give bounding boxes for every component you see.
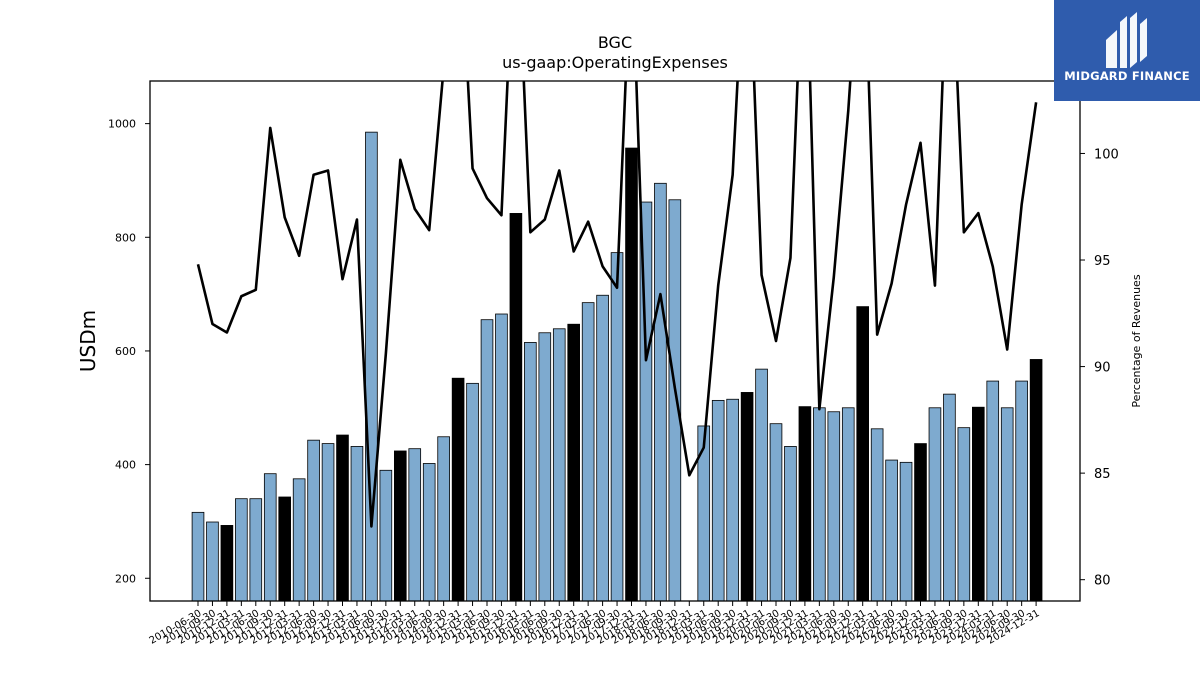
y2-tick-label-90: 90 — [1094, 361, 1111, 376]
y-tick-label-1000: 1000 — [108, 118, 136, 131]
y2-tick-label-80: 80 — [1094, 574, 1111, 589]
bar-2015-12-31 — [509, 213, 523, 601]
bar-2022-09-30 — [899, 461, 913, 601]
bar-2010-06-30 — [191, 511, 205, 601]
bar-2011-09-30 — [263, 473, 277, 601]
bar-2024-06-30 — [1000, 407, 1014, 601]
chart-title-metric: us-gaap:OperatingExpenses — [502, 53, 728, 72]
bar-2023-09-30 — [957, 427, 971, 601]
bar-2021-12-31 — [856, 306, 869, 601]
bar-2019-12-31 — [740, 392, 754, 601]
bar-2013-06-30 — [365, 131, 378, 601]
bar-2021-09-30 — [841, 407, 855, 601]
bar-2010-09-30 — [206, 521, 219, 601]
bar-2011-06-30 — [249, 498, 263, 601]
bar-2023-12-31 — [972, 406, 985, 601]
bar-2024-03-31 — [986, 380, 1000, 601]
bar-2012-12-31 — [336, 434, 349, 601]
bar-2010-12-31 — [220, 525, 234, 601]
bar-2024-09-30 — [1015, 380, 1028, 601]
y2-axis-label: Percentage of Revenues — [1130, 274, 1143, 407]
bar-2022-12-31 — [914, 443, 927, 601]
bar-2020-12-31 — [798, 406, 812, 601]
bar-2020-03-31 — [755, 368, 768, 601]
bar-2015-03-31 — [466, 382, 479, 601]
y-tick-label-800: 800 — [115, 231, 136, 244]
bar-2016-06-30 — [538, 332, 552, 601]
bar-2014-09-30 — [437, 436, 450, 601]
y2-tick-label-85: 85 — [1094, 467, 1111, 482]
y2-tick-label-95: 95 — [1094, 254, 1111, 269]
bar-2012-03-31 — [292, 478, 306, 601]
bar-2015-09-30 — [495, 313, 508, 601]
bar-2017-03-31 — [581, 302, 595, 601]
plot-frame — [149, 80, 1081, 602]
bar-2014-06-30 — [422, 463, 436, 601]
pct-revenue-line — [196, 81, 1038, 528]
bar-2019-06-30 — [711, 399, 725, 601]
bar-2014-03-31 — [408, 448, 422, 601]
y2-tick-label-100: 100 — [1094, 147, 1119, 162]
bar-2018-06-30 — [654, 182, 667, 601]
bar-2016-09-30 — [552, 328, 566, 601]
bar-2016-12-31 — [567, 323, 580, 601]
bar-2017-12-31 — [625, 147, 638, 601]
bar-2014-12-31 — [451, 377, 465, 601]
bar-2013-03-31 — [350, 446, 364, 601]
brand-logo-text: MIDGARD FINANCE — [1064, 69, 1190, 83]
bar-2023-03-31 — [928, 407, 942, 601]
bar-2012-09-30 — [321, 443, 335, 601]
y-tick-label-600: 600 — [115, 345, 136, 358]
bar-2015-06-30 — [480, 319, 494, 601]
y-axis-label: USDm — [76, 310, 100, 372]
bar-2018-03-31 — [639, 201, 653, 601]
chart-title-ticker: BGC — [598, 33, 632, 52]
bar-2024-12-31 — [1029, 359, 1043, 601]
bar-2019-09-30 — [726, 398, 739, 601]
bar-2022-03-31 — [870, 428, 884, 601]
bar-2018-09-30 — [668, 199, 682, 601]
bar-2013-12-31 — [393, 450, 407, 601]
bar-2012-06-30 — [307, 439, 320, 601]
bar-2023-06-30 — [943, 393, 956, 601]
bar-2011-03-31 — [235, 498, 248, 601]
bar-2016-03-31 — [524, 342, 537, 601]
bar-2020-09-30 — [784, 446, 797, 601]
y-tick-label-400: 400 — [115, 459, 136, 472]
bar-2017-09-30 — [610, 252, 624, 601]
bar-2011-12-31 — [278, 496, 291, 601]
midgard-logo-icon — [1106, 12, 1147, 68]
bar-2021-03-31 — [813, 407, 826, 601]
bar-2017-06-30 — [596, 294, 609, 601]
bar-2019-03-31 — [697, 425, 711, 601]
brand-logo: MIDGARD FINANCE — [1054, 0, 1200, 101]
y-tick-label-200: 200 — [115, 572, 136, 585]
bar-2013-09-30 — [379, 469, 393, 601]
bar-2022-06-30 — [885, 459, 898, 601]
bar-2021-06-30 — [827, 411, 841, 601]
bar-2020-06-30 — [769, 423, 783, 601]
